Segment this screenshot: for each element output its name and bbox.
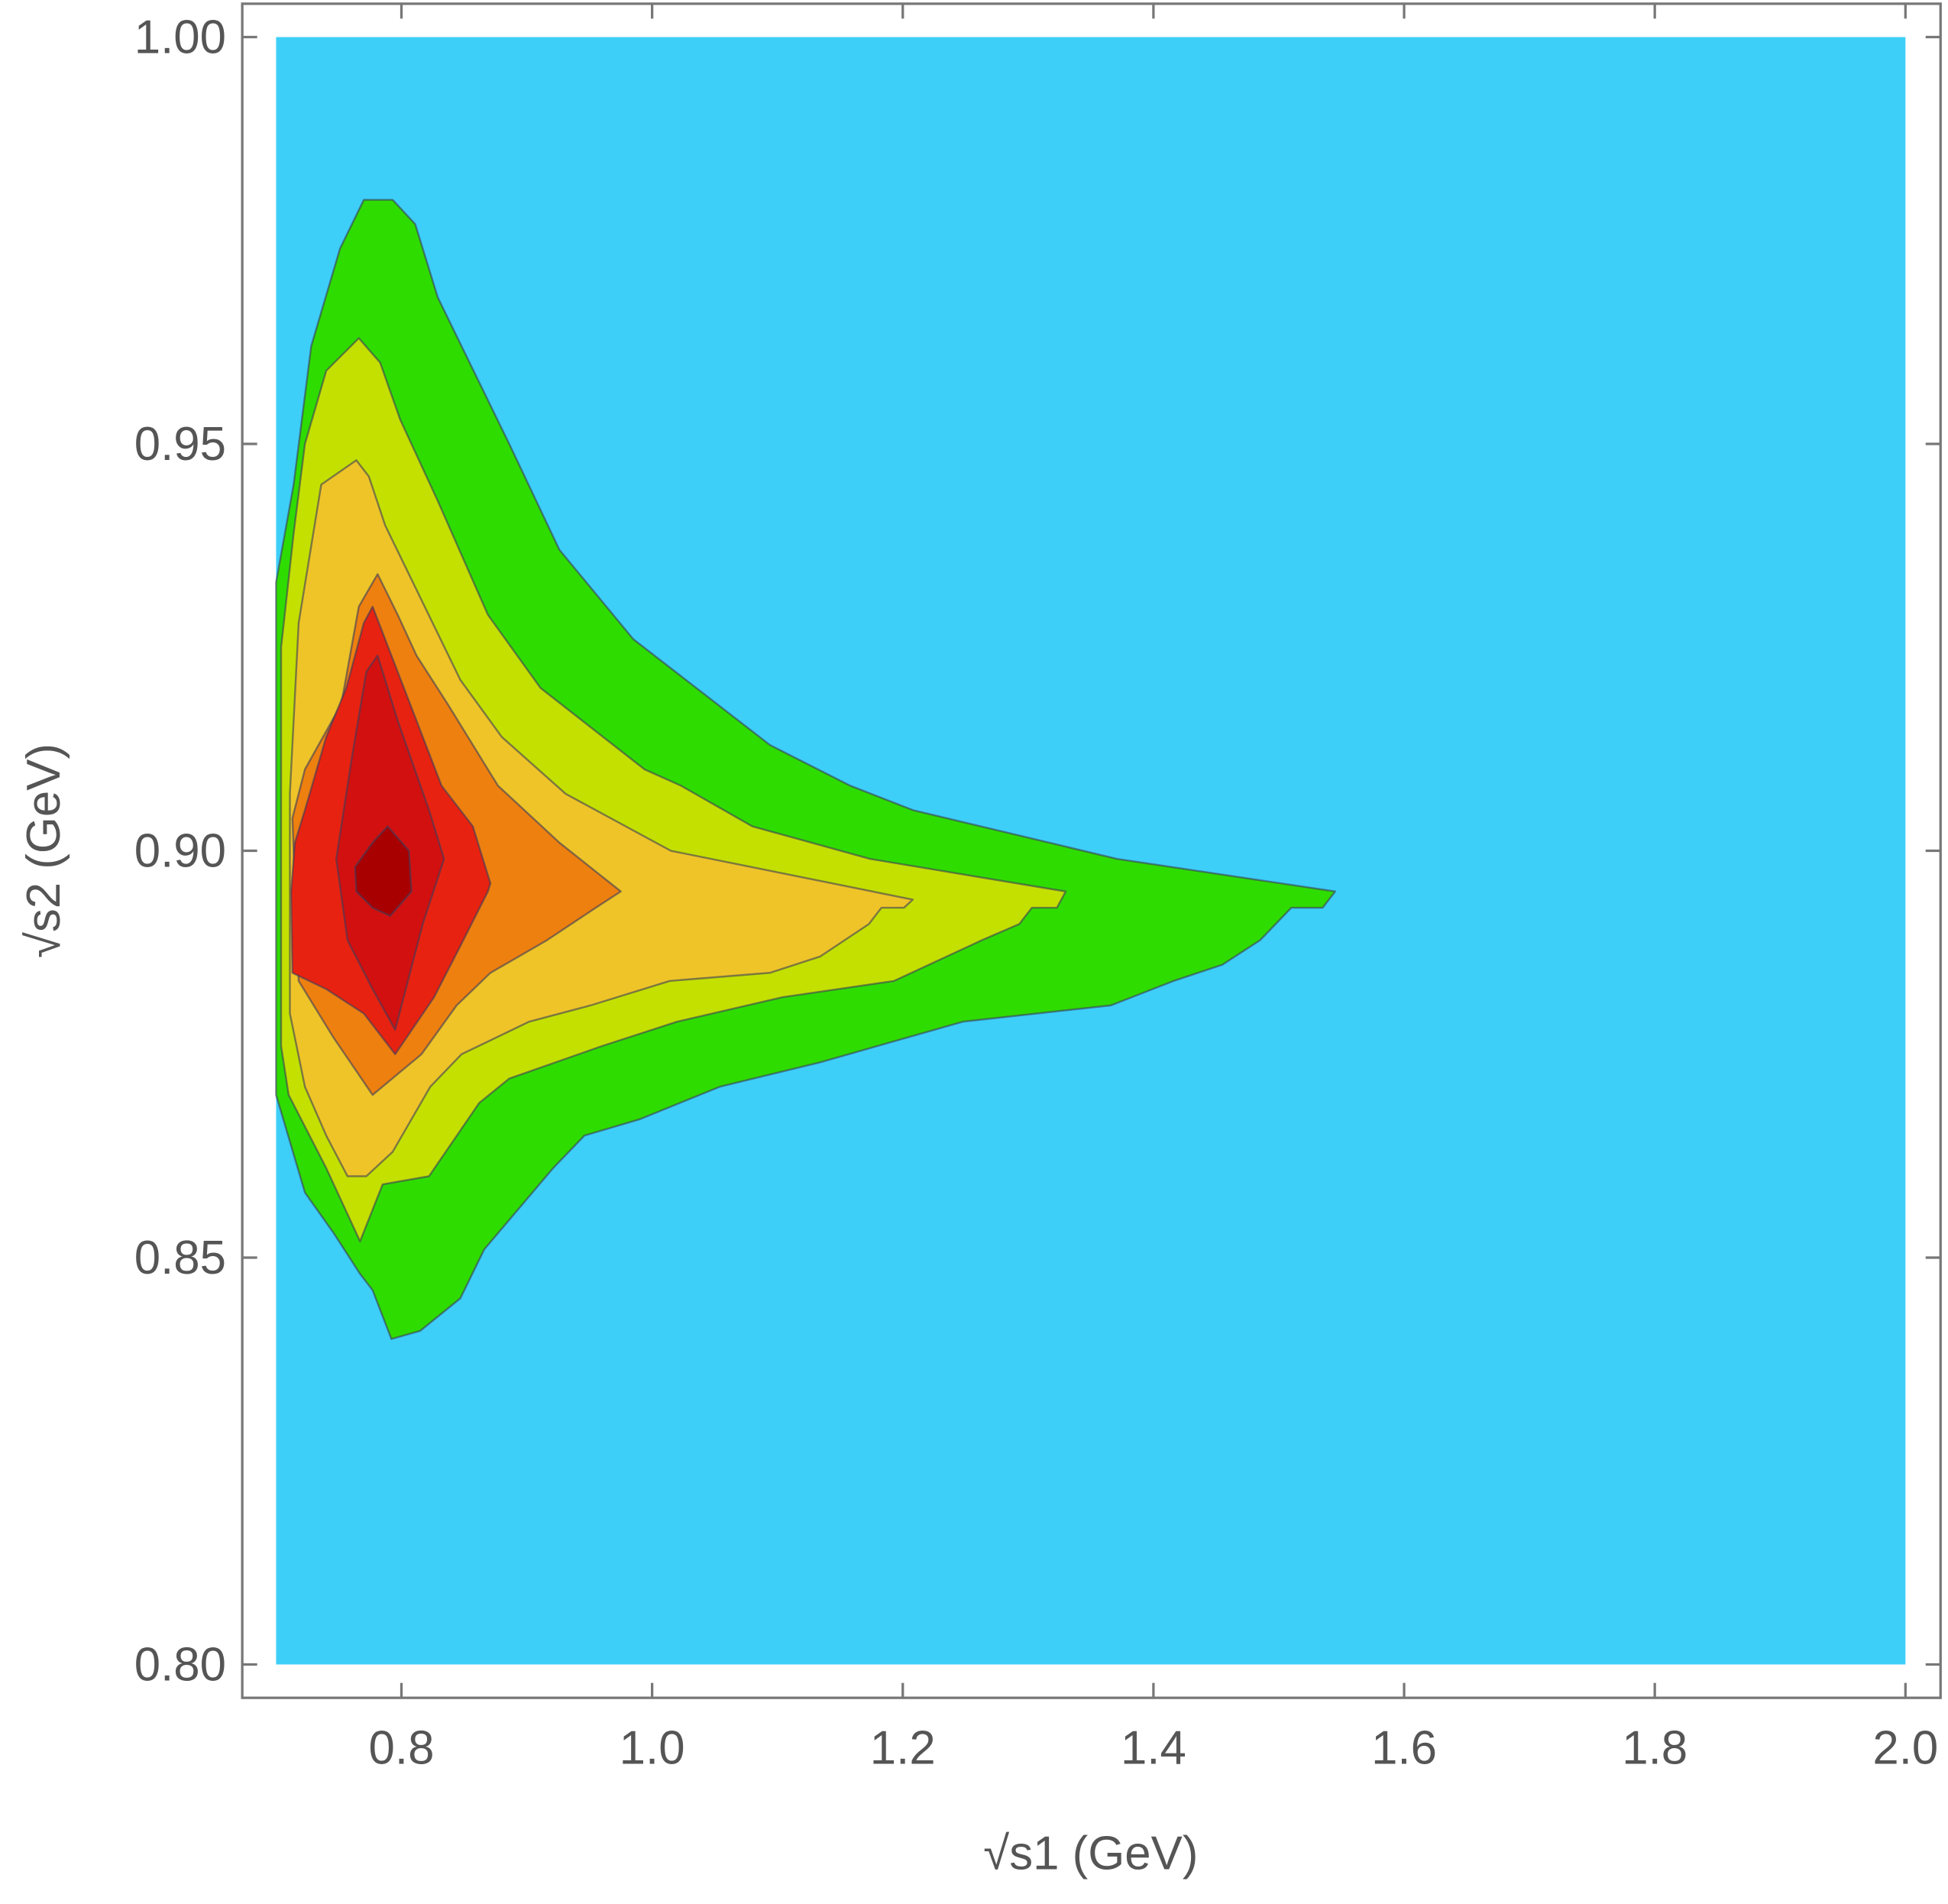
x-tick-label: 1.0: [620, 1721, 685, 1774]
y-tick-label: 1.00: [134, 11, 226, 64]
x-tick-label: 1.8: [1622, 1721, 1688, 1774]
x-tick-label: 1.6: [1371, 1721, 1437, 1774]
x-tick-label: 0.8: [369, 1721, 435, 1774]
y-tick-label: 0.95: [134, 418, 226, 471]
y-tick-label: 0.85: [134, 1232, 226, 1284]
x-tick-label: 1.4: [1121, 1721, 1186, 1774]
y-axis-label: √s2 (GeV): [18, 743, 70, 958]
x-tick-label: 2.0: [1872, 1721, 1938, 1774]
x-tick-label: 1.2: [870, 1721, 936, 1774]
y-tick-label: 0.90: [134, 825, 226, 878]
x-axis-label: √s1 (GeV): [983, 1827, 1198, 1880]
y-tick-label: 0.80: [134, 1639, 226, 1692]
contour-level: [354, 825, 413, 917]
